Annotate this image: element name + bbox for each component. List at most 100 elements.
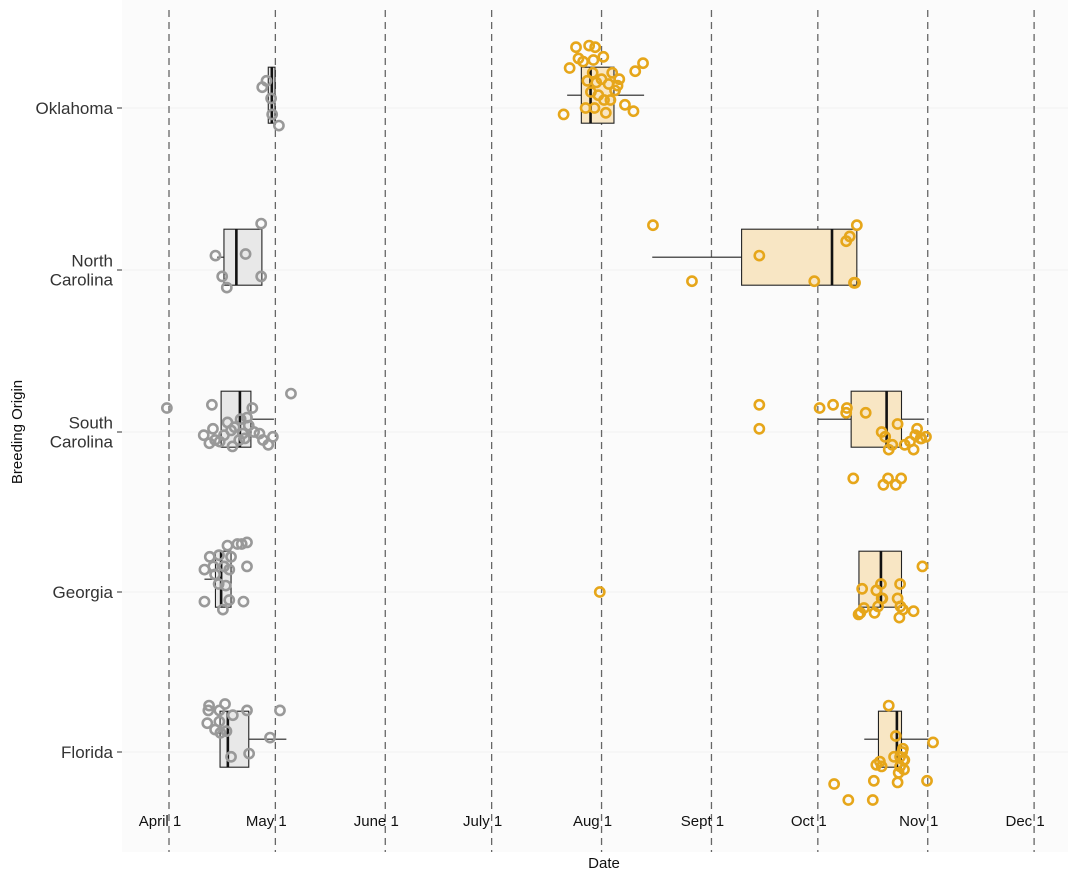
fall-point xyxy=(867,774,880,787)
fall-box xyxy=(818,390,925,448)
spring-point xyxy=(160,402,173,414)
x-tick-label: Sept 1 xyxy=(681,813,724,830)
spring-point xyxy=(273,119,285,132)
fall-box xyxy=(652,228,858,286)
spring-point xyxy=(202,704,215,717)
spring-point xyxy=(212,578,225,590)
spring-point xyxy=(241,560,253,573)
spring-point xyxy=(207,422,219,435)
spring-point xyxy=(206,398,218,411)
fall-point xyxy=(889,730,902,742)
fall-point xyxy=(619,98,631,111)
fall-point xyxy=(875,578,887,590)
fall-point xyxy=(879,430,892,443)
fall-point xyxy=(593,586,606,598)
spring-point xyxy=(235,538,248,550)
points xyxy=(160,39,939,806)
fall-point xyxy=(627,105,640,118)
y-axis: Oklahoma North Carolina South Carolina Georgi… xyxy=(36,99,122,762)
spring-point xyxy=(228,421,241,434)
spring-point xyxy=(198,595,211,608)
x-tick-label: Dec 1 xyxy=(1006,813,1045,830)
fall-point xyxy=(570,41,582,54)
spring-point xyxy=(285,387,297,400)
fall-point xyxy=(842,794,855,806)
x-tick-label: Aug 1 xyxy=(573,813,612,830)
spring-point xyxy=(209,249,222,262)
y-category-label: Oklahoma xyxy=(36,99,114,118)
fall-point xyxy=(891,418,904,430)
spring-point xyxy=(220,725,233,738)
fall-point xyxy=(577,55,590,68)
fall-point xyxy=(848,276,860,289)
spring-point xyxy=(216,603,229,616)
fall-point xyxy=(588,102,601,114)
spring-point xyxy=(248,426,260,438)
spring-point xyxy=(203,699,215,712)
fall-point xyxy=(882,699,895,712)
spring-point xyxy=(213,704,226,717)
x-tick-label: July 1 xyxy=(463,813,502,830)
fall-point xyxy=(915,432,928,445)
fall-point xyxy=(891,592,904,605)
fall-point xyxy=(856,582,869,595)
fall-point xyxy=(894,578,906,590)
fall-point xyxy=(866,794,879,806)
spring-point xyxy=(246,402,259,414)
fall-point xyxy=(589,41,602,54)
fall-point xyxy=(686,275,698,288)
spring-point xyxy=(274,704,286,717)
fall-point xyxy=(840,406,853,419)
spring-point xyxy=(255,270,268,283)
fall-point xyxy=(808,275,821,288)
fall-point xyxy=(850,219,863,232)
y-category-label: Georgia xyxy=(53,583,114,602)
y-category-label: North Carolina xyxy=(50,252,114,290)
spring-point xyxy=(225,750,237,763)
fall-point xyxy=(611,79,624,92)
x-axis-title: Date xyxy=(588,855,620,872)
fall-point xyxy=(587,54,600,66)
spring-point xyxy=(216,270,229,283)
fall-point xyxy=(916,560,929,573)
fall-point xyxy=(907,605,920,618)
spring-point xyxy=(264,731,276,744)
spring-point xyxy=(213,549,225,562)
spring-point xyxy=(197,429,210,442)
spring-point xyxy=(213,715,226,728)
fall-point xyxy=(563,62,576,74)
spring-point xyxy=(220,281,233,294)
y-category-label: South Carolina xyxy=(50,414,114,452)
fall-point xyxy=(613,73,626,86)
spring-point xyxy=(238,432,251,445)
x-tick-label: April 1 xyxy=(139,813,182,830)
spring-point xyxy=(241,536,253,549)
spring-point xyxy=(260,74,273,87)
fall-point xyxy=(597,50,610,63)
fall-point xyxy=(647,219,659,232)
fall-point xyxy=(921,774,933,787)
spring-point xyxy=(239,248,252,260)
fall-point xyxy=(843,230,856,243)
fall-point xyxy=(599,106,612,119)
fall-point xyxy=(840,402,853,414)
y-category-label: Florida xyxy=(61,743,114,762)
fall-point xyxy=(583,39,596,52)
fall-point xyxy=(813,402,826,414)
x-tick-label: May 1 xyxy=(246,813,287,830)
fall-point xyxy=(753,398,766,411)
fall-point xyxy=(898,754,911,766)
fall-point xyxy=(882,472,894,485)
spring-point xyxy=(201,717,214,730)
spring-point xyxy=(209,568,221,581)
fall-point xyxy=(858,602,870,614)
spring-point xyxy=(223,594,236,606)
fall-point xyxy=(637,57,649,70)
spring-point xyxy=(219,698,231,710)
spring-point xyxy=(226,440,239,453)
spring-point xyxy=(225,550,237,563)
fall-point xyxy=(859,406,872,419)
spring-point xyxy=(255,217,268,230)
spring-point xyxy=(234,413,247,426)
